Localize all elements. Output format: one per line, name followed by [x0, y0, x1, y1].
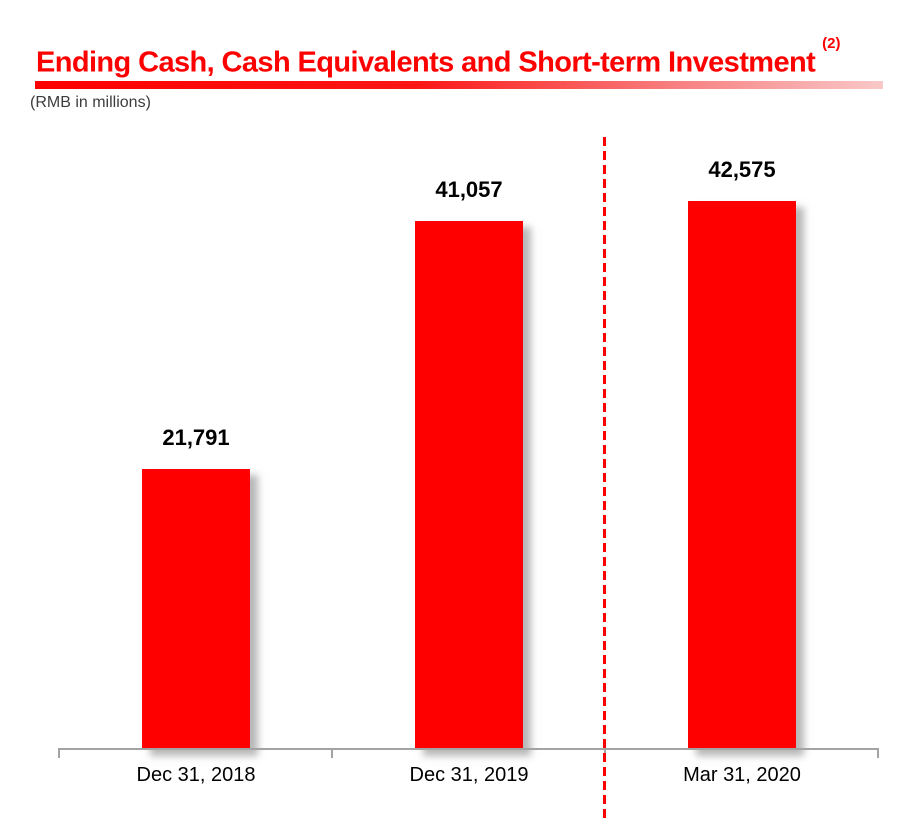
bar-group-dec-2018: 21,791: [142, 425, 250, 750]
bar-group-dec-2019: 41,057: [415, 177, 523, 750]
value-label-mar-2020: 42,575: [708, 157, 776, 182]
footnote-marker: (2): [822, 35, 841, 52]
period-separator-dashed-line: [603, 137, 606, 818]
axis-tick-right: [877, 750, 879, 758]
chart-title: Ending Cash, Cash Equivalents and Short-…: [36, 35, 841, 80]
value-label-dec-2018: 21,791: [162, 425, 230, 450]
category-label-dec-2018: Dec 31, 2018: [136, 764, 256, 786]
value-label-dec-2019: 41,057: [435, 177, 503, 202]
bar-dec-2018: [142, 469, 250, 750]
units-note: (RMB in millions): [30, 94, 151, 111]
bar-group-mar-2020: 42,575: [688, 157, 796, 750]
title-underline: [35, 81, 883, 89]
axis-tick-mid-left: [331, 750, 333, 758]
bar-dec-2019: [415, 221, 523, 750]
bar-mar-2020: [688, 201, 796, 750]
axis-tick-left: [58, 750, 60, 758]
chart-title-text: Ending Cash, Cash Equivalents and Short-…: [36, 46, 816, 79]
x-axis-line: [58, 748, 879, 750]
category-label-dec-2019: Dec 31, 2019: [409, 764, 529, 786]
category-label-mar-2020: Mar 31, 2020: [683, 764, 801, 786]
